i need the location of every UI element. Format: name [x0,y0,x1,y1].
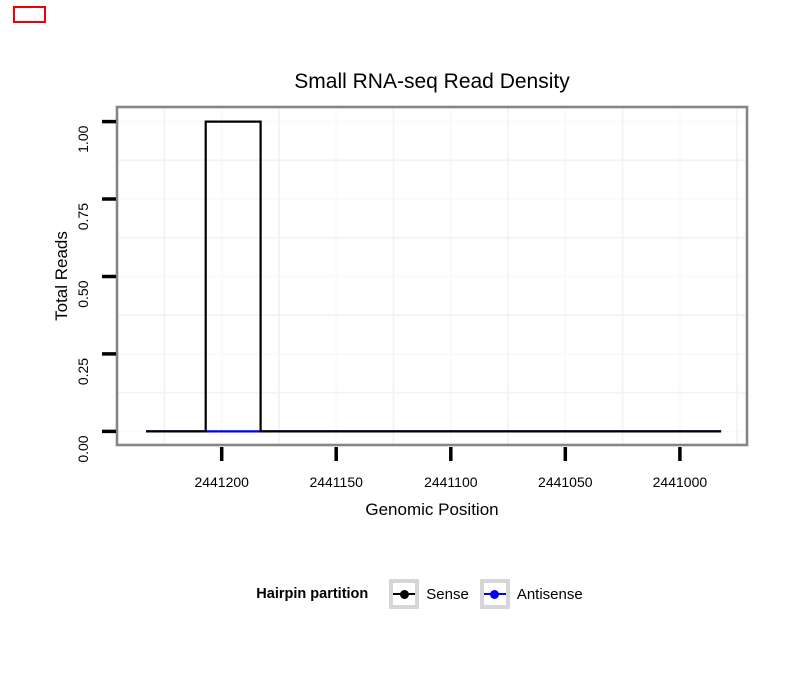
legend-label-antisense: Antisense [516,585,583,603]
legend-item-sense: Sense [389,579,469,609]
y-axis-title: Total Reads [52,231,71,321]
legend-items: Sense Antisense [389,579,593,609]
legend-key-dot [399,589,409,599]
y-tick-label: 0.75 [75,203,91,230]
x-tick-label: 2441100 [424,474,478,490]
x-tick-label: 2441050 [538,474,593,490]
red-marker-box [13,6,46,23]
legend-item-antisense: Antisense [479,579,583,609]
y-tick-label: 0.00 [75,435,91,462]
series-sense-line [146,120,722,433]
legend-key-sense [389,579,420,609]
legend-key-antisense [479,579,510,609]
x-axis-title: Genomic Position [365,500,499,519]
y-tick-label: 1.00 [75,125,91,152]
legend-title: Hairpin partition [256,586,369,602]
y-tick-label: 0.25 [75,358,91,385]
x-tick-label: 2441000 [653,474,708,490]
panel-border [115,105,749,447]
y-tick-label: 0.50 [75,280,91,307]
x-tick-label: 2441200 [194,474,249,490]
legend-key-dot [490,589,500,599]
legend: Hairpin partition Sense Antisense [0,579,810,609]
x-tick-label: 2441150 [309,474,363,490]
chart-title: Small RNA-seq Read Density [294,70,570,93]
legend-label-sense: Sense [426,585,469,603]
